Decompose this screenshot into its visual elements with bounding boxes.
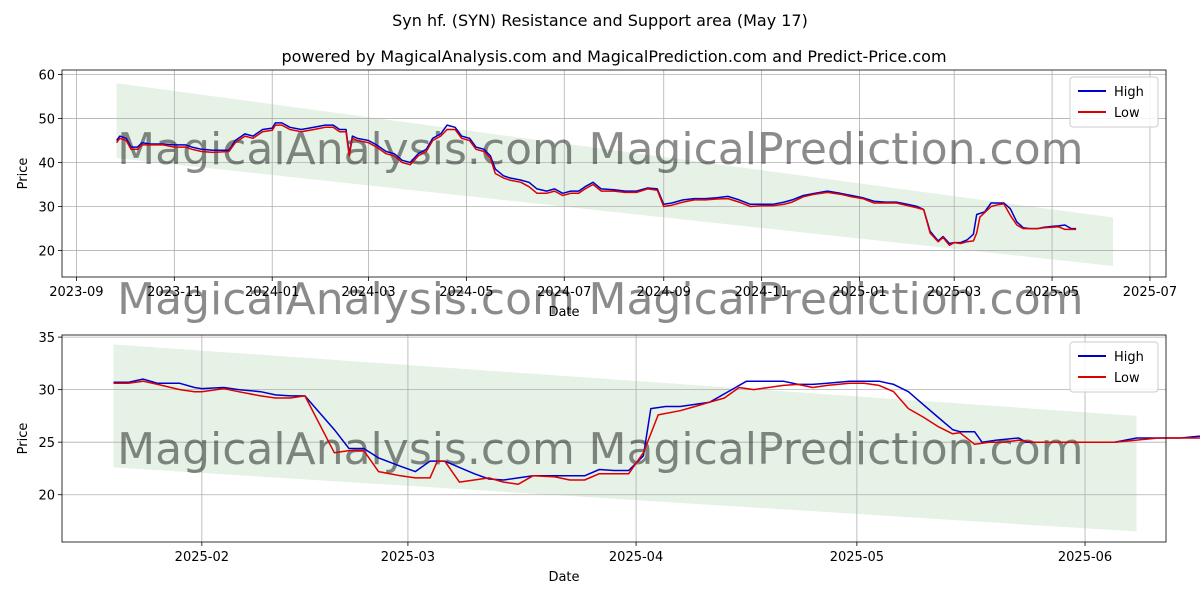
series-line-high: [113, 378, 1200, 481]
top-chart: 20 30 40 50 60 2023-09 2023-11 2024-01 2024-03 20…: [16, 68, 1177, 325]
legend-box: [1069, 76, 1159, 128]
figure-title: Syn hf. (SYN) Resistance and Support are…: [392, 11, 808, 30]
y-axis-label: Price: [16, 158, 31, 190]
plot-frame: [61, 334, 1167, 543]
plot-frame: [61, 69, 1167, 278]
legend-label-high: High: [1114, 85, 1144, 100]
x-tick-label: 2025-03: [381, 550, 435, 565]
support-resistance-band: [116, 83, 1114, 266]
x-tick-label: 2024-09: [637, 285, 691, 300]
y-tick-label: 20: [38, 489, 55, 504]
watermark-text: MagicalPrediction.com: [589, 124, 1084, 175]
x-axis-label: Date: [548, 305, 579, 320]
legend-label-high: High: [1114, 350, 1144, 365]
x-tick-label: 2024-01: [245, 285, 299, 300]
series-line-low: [115, 124, 1077, 247]
watermark-text: MagicalAnalysis.com: [117, 424, 575, 475]
legend-label-low: Low: [1114, 371, 1140, 386]
y-tick-label: 25: [38, 436, 55, 451]
x-tick-label: 2025-02: [175, 550, 229, 565]
watermark-text: MagicalPrediction.com: [589, 274, 1084, 325]
y-tick-label: 35: [38, 331, 55, 346]
legend-box: [1069, 341, 1159, 393]
x-tick-label: 2025-06: [1058, 550, 1112, 565]
legend: High Low: [1069, 76, 1159, 128]
x-tick-label: 2025-04: [609, 550, 663, 565]
x-tick-label: 2025-01: [832, 285, 886, 300]
y-tick-label: 60: [38, 68, 55, 83]
y-tick-label: 20: [38, 245, 55, 260]
x-tick-label: 2023-09: [49, 285, 103, 300]
x-tick-label: 2024-11: [734, 285, 788, 300]
y-tick-label: 30: [38, 201, 55, 216]
x-tick-label: 2025-05: [1025, 285, 1079, 300]
x-tick-label: 2024-03: [341, 285, 395, 300]
x-tick-label: 2024-05: [439, 285, 493, 300]
x-tick-label: 2025-05: [830, 550, 884, 565]
x-tick-label: 2025-07: [1123, 285, 1177, 300]
watermark-text: MagicalPrediction.com: [589, 424, 1084, 475]
y-tick-label: 30: [38, 384, 55, 399]
support-resistance-band: [113, 344, 1137, 532]
y-tick-label: 50: [38, 112, 55, 127]
x-axis-label: Date: [548, 570, 579, 585]
figure-subtitle: powered by MagicalAnalysis.com and Magic…: [281, 47, 946, 66]
x-tick-label: 2023-11: [147, 285, 201, 300]
legend: High Low: [1069, 341, 1159, 393]
legend-label-low: Low: [1114, 106, 1140, 121]
watermark-text: MagicalAnalysis.com: [117, 274, 575, 325]
series-line-low: [113, 380, 1200, 485]
x-tick-label: 2024-07: [537, 285, 591, 300]
y-tick-label: 40: [38, 156, 55, 171]
bottom-chart: 20 25 30 35 2025-02 2025-03 2025-04 2025-05 2025…: [16, 331, 1200, 585]
y-axis-label: Price: [16, 423, 31, 455]
x-tick-label: 2025-03: [927, 285, 981, 300]
